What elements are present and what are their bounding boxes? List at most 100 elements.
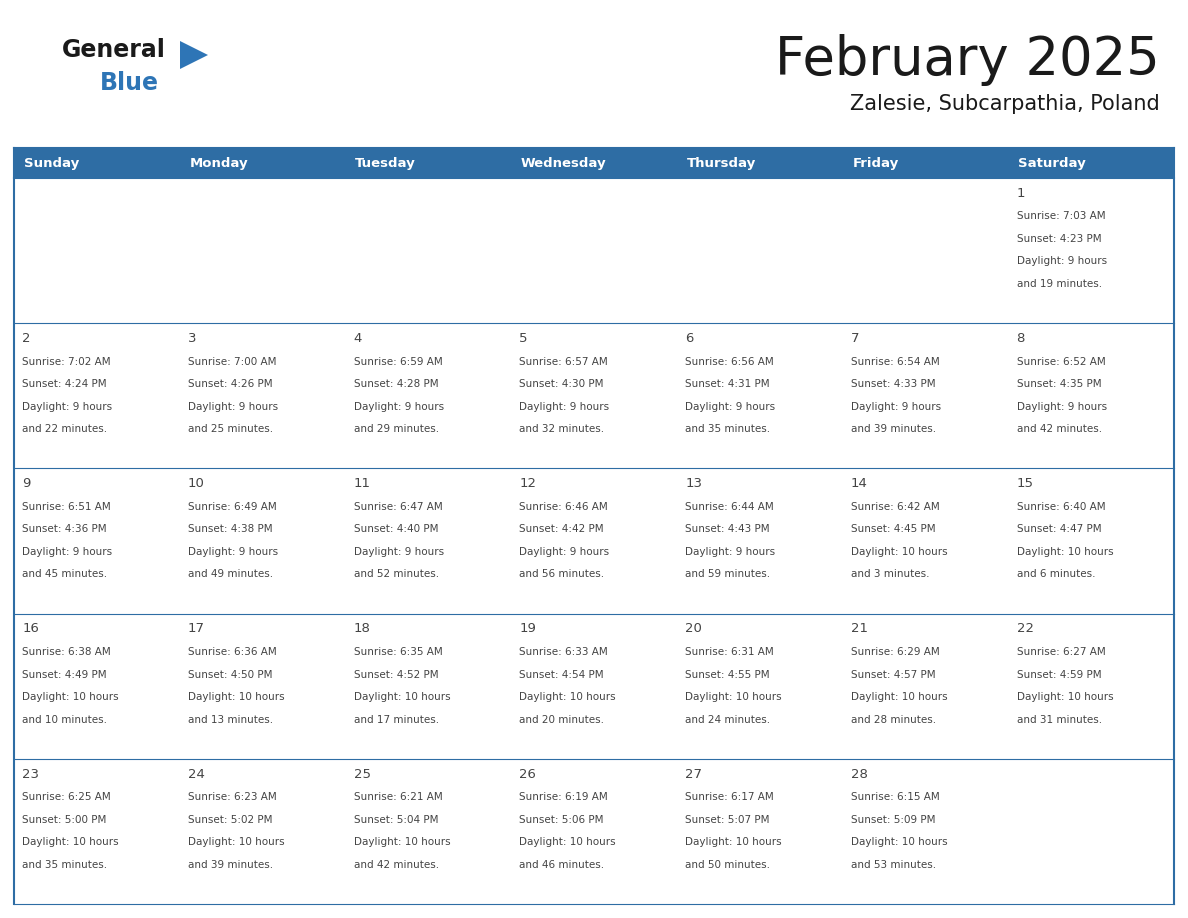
Bar — [346, 759, 511, 904]
Text: Daylight: 10 hours: Daylight: 10 hours — [851, 547, 948, 557]
Text: and 6 minutes.: and 6 minutes. — [1017, 569, 1095, 579]
Text: Sunrise: 6:23 AM: Sunrise: 6:23 AM — [188, 792, 277, 802]
Text: 18: 18 — [354, 622, 371, 635]
Text: 8: 8 — [1017, 332, 1025, 345]
Bar — [842, 178, 1009, 323]
Text: Sunrise: 6:59 AM: Sunrise: 6:59 AM — [354, 356, 442, 366]
Text: and 52 minutes.: and 52 minutes. — [354, 569, 438, 579]
Bar — [1009, 613, 1174, 759]
Text: Sunset: 4:59 PM: Sunset: 4:59 PM — [1017, 669, 1101, 679]
Text: Daylight: 10 hours: Daylight: 10 hours — [851, 837, 948, 847]
Text: Daylight: 9 hours: Daylight: 9 hours — [354, 401, 444, 411]
Text: Daylight: 10 hours: Daylight: 10 hours — [685, 837, 782, 847]
Text: and 28 minutes.: and 28 minutes. — [851, 714, 936, 724]
Polygon shape — [181, 41, 208, 69]
Text: 11: 11 — [354, 477, 371, 490]
Text: and 35 minutes.: and 35 minutes. — [23, 860, 107, 869]
Text: Daylight: 9 hours: Daylight: 9 hours — [1017, 401, 1107, 411]
Bar — [511, 759, 677, 904]
Text: and 42 minutes.: and 42 minutes. — [354, 860, 438, 869]
Text: Sunrise: 6:56 AM: Sunrise: 6:56 AM — [685, 356, 773, 366]
Text: and 17 minutes.: and 17 minutes. — [354, 714, 438, 724]
Text: Sunset: 4:30 PM: Sunset: 4:30 PM — [519, 379, 604, 389]
Text: Zalesie, Subcarpathia, Poland: Zalesie, Subcarpathia, Poland — [851, 94, 1159, 114]
Text: 22: 22 — [1017, 622, 1034, 635]
Text: Sunrise: 6:44 AM: Sunrise: 6:44 AM — [685, 502, 773, 512]
Text: 26: 26 — [519, 767, 536, 780]
Bar — [1009, 759, 1174, 904]
Bar — [842, 323, 1009, 468]
Bar — [842, 759, 1009, 904]
Text: Daylight: 9 hours: Daylight: 9 hours — [685, 547, 776, 557]
Text: Sunrise: 6:52 AM: Sunrise: 6:52 AM — [1017, 356, 1105, 366]
Bar — [179, 759, 346, 904]
Text: Sunset: 5:06 PM: Sunset: 5:06 PM — [519, 814, 604, 824]
Text: 23: 23 — [23, 767, 39, 780]
Text: Sunset: 5:07 PM: Sunset: 5:07 PM — [685, 814, 770, 824]
Text: and 19 minutes.: and 19 minutes. — [1017, 279, 1101, 289]
Text: Sunset: 4:42 PM: Sunset: 4:42 PM — [519, 524, 604, 534]
Text: Sunset: 5:00 PM: Sunset: 5:00 PM — [23, 814, 107, 824]
Bar — [511, 148, 677, 178]
Text: 6: 6 — [685, 332, 694, 345]
Text: Daylight: 10 hours: Daylight: 10 hours — [1017, 547, 1113, 557]
Text: 4: 4 — [354, 332, 362, 345]
Text: Wednesday: Wednesday — [522, 156, 607, 170]
Bar — [179, 323, 346, 468]
Bar — [677, 323, 842, 468]
Text: Daylight: 9 hours: Daylight: 9 hours — [23, 401, 113, 411]
Text: Sunrise: 6:47 AM: Sunrise: 6:47 AM — [354, 502, 442, 512]
Text: 3: 3 — [188, 332, 196, 345]
Bar — [346, 178, 511, 323]
Text: Sunset: 4:40 PM: Sunset: 4:40 PM — [354, 524, 438, 534]
Text: Sunset: 4:57 PM: Sunset: 4:57 PM — [851, 669, 935, 679]
Text: Sunset: 4:33 PM: Sunset: 4:33 PM — [851, 379, 935, 389]
Text: and 22 minutes.: and 22 minutes. — [23, 424, 107, 434]
Bar — [511, 613, 677, 759]
Text: 21: 21 — [851, 622, 868, 635]
Text: Sunrise: 6:19 AM: Sunrise: 6:19 AM — [519, 792, 608, 802]
Text: Daylight: 10 hours: Daylight: 10 hours — [354, 692, 450, 702]
Text: Sunset: 4:45 PM: Sunset: 4:45 PM — [851, 524, 935, 534]
Text: General: General — [62, 38, 166, 62]
Bar — [842, 148, 1009, 178]
Text: Daylight: 9 hours: Daylight: 9 hours — [354, 547, 444, 557]
Text: Daylight: 10 hours: Daylight: 10 hours — [188, 692, 285, 702]
Text: and 10 minutes.: and 10 minutes. — [23, 714, 107, 724]
Text: Sunrise: 6:31 AM: Sunrise: 6:31 AM — [685, 647, 773, 657]
Bar — [677, 613, 842, 759]
Text: Sunrise: 6:51 AM: Sunrise: 6:51 AM — [23, 502, 110, 512]
Text: and 25 minutes.: and 25 minutes. — [188, 424, 273, 434]
Text: 9: 9 — [23, 477, 31, 490]
Text: and 56 minutes.: and 56 minutes. — [519, 569, 605, 579]
Bar — [1009, 323, 1174, 468]
Text: Saturday: Saturday — [1018, 156, 1086, 170]
Text: Daylight: 9 hours: Daylight: 9 hours — [519, 547, 609, 557]
Text: Sunrise: 6:15 AM: Sunrise: 6:15 AM — [851, 792, 940, 802]
Text: and 49 minutes.: and 49 minutes. — [188, 569, 273, 579]
Text: 10: 10 — [188, 477, 204, 490]
Text: Sunrise: 6:38 AM: Sunrise: 6:38 AM — [23, 647, 110, 657]
Text: Sunset: 4:26 PM: Sunset: 4:26 PM — [188, 379, 272, 389]
Text: 13: 13 — [685, 477, 702, 490]
Text: and 39 minutes.: and 39 minutes. — [188, 860, 273, 869]
Bar — [346, 613, 511, 759]
Text: and 31 minutes.: and 31 minutes. — [1017, 714, 1101, 724]
Text: and 45 minutes.: and 45 minutes. — [23, 569, 107, 579]
Bar — [1009, 468, 1174, 613]
Text: and 13 minutes.: and 13 minutes. — [188, 714, 273, 724]
Text: 2: 2 — [23, 332, 31, 345]
Bar — [14, 613, 179, 759]
Bar — [1009, 148, 1174, 178]
Text: Daylight: 9 hours: Daylight: 9 hours — [188, 547, 278, 557]
Text: Sunset: 5:09 PM: Sunset: 5:09 PM — [851, 814, 935, 824]
Text: Sunrise: 6:57 AM: Sunrise: 6:57 AM — [519, 356, 608, 366]
Bar — [14, 148, 179, 178]
Text: 20: 20 — [685, 622, 702, 635]
Text: Daylight: 9 hours: Daylight: 9 hours — [1017, 256, 1107, 266]
Text: 7: 7 — [851, 332, 859, 345]
Text: Sunrise: 7:00 AM: Sunrise: 7:00 AM — [188, 356, 277, 366]
Text: Daylight: 10 hours: Daylight: 10 hours — [23, 837, 119, 847]
Text: Sunset: 4:55 PM: Sunset: 4:55 PM — [685, 669, 770, 679]
Text: and 35 minutes.: and 35 minutes. — [685, 424, 770, 434]
